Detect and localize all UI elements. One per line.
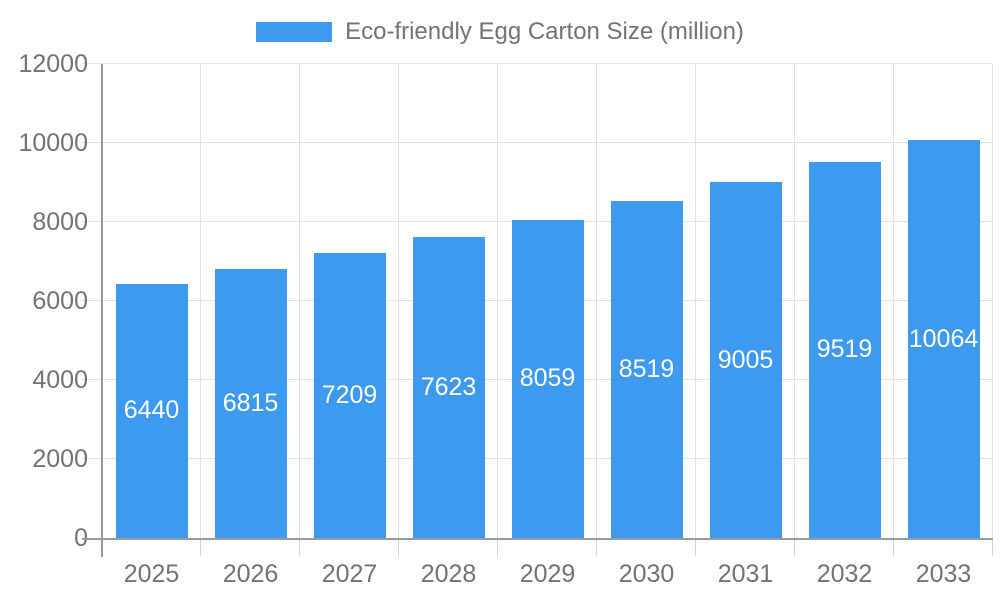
y-axis-line: [101, 64, 103, 557]
bar-value-label: 7209: [321, 381, 378, 410]
bar-2026[interactable]: 6815: [214, 268, 287, 538]
y-tick: [82, 63, 102, 64]
y-gridline: [102, 142, 993, 143]
y-tick: [82, 221, 102, 222]
x-gridline: [695, 64, 696, 538]
x-axis-label: 2030: [618, 560, 675, 588]
x-axis-label: 2027: [321, 560, 378, 588]
x-axis-label: 2025: [123, 560, 180, 588]
bar-value-label: 8059: [519, 364, 576, 393]
y-gridline: [102, 63, 993, 64]
bar-value-label: 7623: [420, 372, 477, 401]
x-tick: [497, 538, 498, 556]
x-tick: [794, 538, 795, 556]
bar-value-label: 10064: [908, 324, 979, 353]
x-gridline: [794, 64, 795, 538]
legend-label: Eco-friendly Egg Carton Size (million): [345, 18, 744, 45]
x-gridline: [992, 64, 993, 538]
x-tick: [596, 538, 597, 556]
bar-2028[interactable]: 7623: [412, 236, 485, 538]
x-tick: [299, 538, 300, 556]
bar-2033[interactable]: 10064: [907, 140, 980, 538]
y-axis-label: 0: [12, 524, 88, 552]
bar-value-label: 6815: [222, 388, 279, 417]
y-tick: [82, 300, 102, 301]
x-axis-label: 2032: [816, 560, 873, 588]
x-tick: [695, 538, 696, 556]
x-gridline: [200, 64, 201, 538]
x-axis-label: 2033: [915, 560, 972, 588]
y-axis-label: 6000: [32, 287, 88, 315]
y-axis-label: 2000: [32, 445, 88, 473]
y-tick: [82, 379, 102, 380]
x-gridline: [893, 64, 894, 538]
bar-2027[interactable]: 7209: [313, 253, 386, 538]
y-axis-label: 4000: [32, 366, 88, 394]
x-gridline: [299, 64, 300, 538]
bar-value-label: 8519: [618, 355, 675, 384]
bar-2025[interactable]: 6440: [115, 283, 188, 538]
x-tick: [992, 538, 993, 556]
y-axis-label: 10000: [18, 129, 88, 157]
chart-legend[interactable]: Eco-friendly Egg Carton Size (million): [0, 19, 1000, 45]
y-tick: [82, 142, 102, 143]
x-tick: [398, 538, 399, 556]
x-axis-label: 2028: [420, 560, 477, 588]
x-axis-label: 2031: [717, 560, 774, 588]
bar-2029[interactable]: 8059: [511, 219, 584, 538]
x-axis-label: 2026: [222, 560, 279, 588]
legend-swatch: [256, 22, 333, 42]
y-axis-label: 12000: [18, 50, 88, 78]
bar-2031[interactable]: 9005: [709, 182, 782, 538]
bar-value-label: 9519: [816, 335, 873, 364]
bar-value-label: 6440: [123, 396, 180, 425]
x-tick: [200, 538, 201, 556]
bar-value-label: 9005: [717, 345, 774, 374]
y-axis-label: 8000: [32, 208, 88, 236]
x-axis-label: 2029: [519, 560, 576, 588]
x-gridline: [497, 64, 498, 538]
x-gridline: [398, 64, 399, 538]
x-tick: [893, 538, 894, 556]
y-tick: [82, 458, 102, 459]
x-gridline: [596, 64, 597, 538]
x-axis-line: [82, 538, 993, 540]
bar-2032[interactable]: 9519: [808, 161, 881, 538]
bar-2030[interactable]: 8519: [610, 201, 683, 538]
